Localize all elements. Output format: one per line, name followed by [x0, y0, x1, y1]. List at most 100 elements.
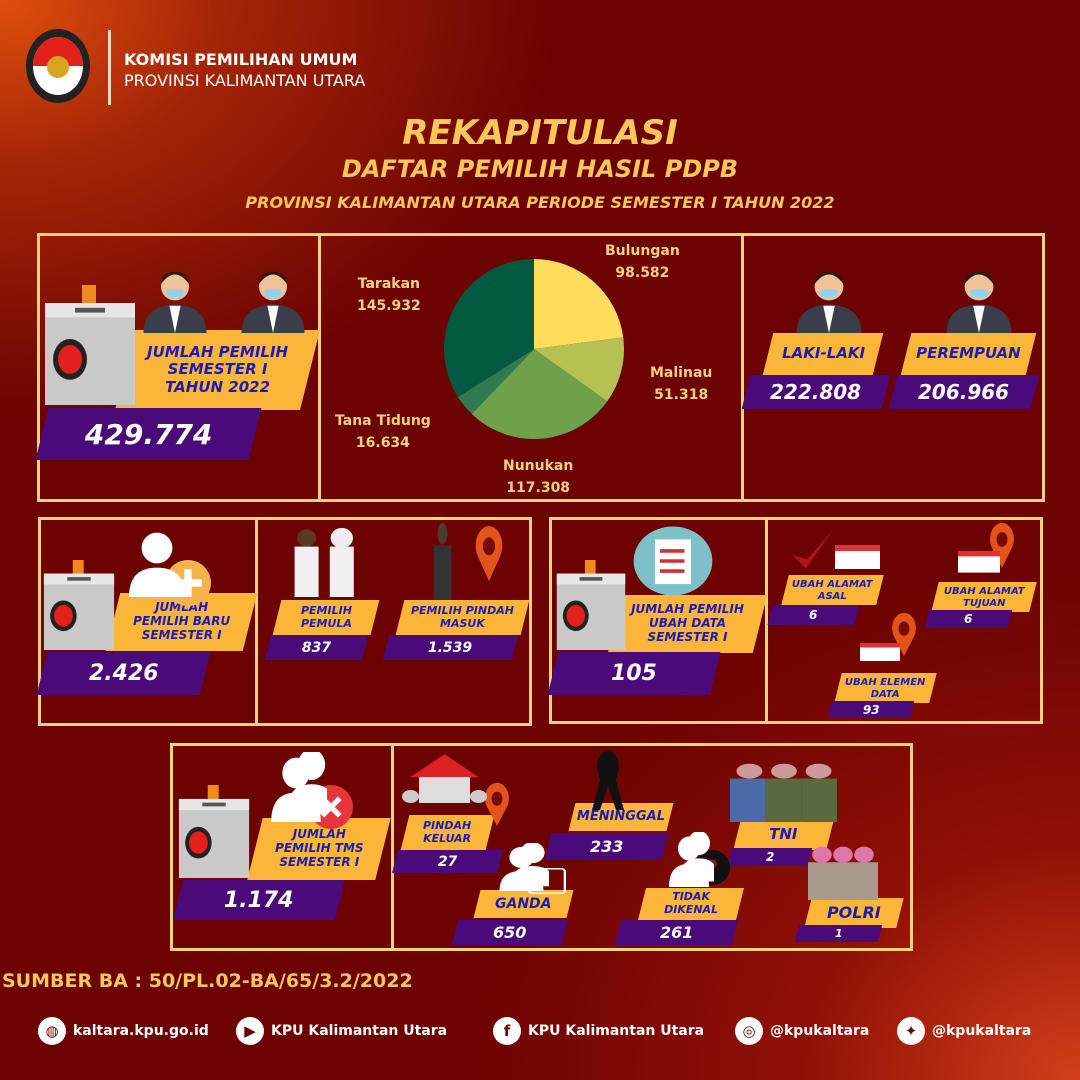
ballot-box-icon: [40, 285, 140, 405]
polri-label-text: POLRI: [827, 902, 881, 922]
footer-link-text: @kpukaltara: [932, 1023, 1032, 1039]
footer-link[interactable]: f KPU Kalimantan Utara: [493, 1017, 704, 1045]
beginner-label-text: PEMILIH PEMULA: [300, 603, 352, 630]
pie-label-malinau: Malinau 51.318: [650, 365, 713, 403]
divider: [391, 743, 394, 951]
deceased-value-text: 233: [589, 837, 624, 856]
male-value-text: 222.808: [770, 380, 862, 404]
org-name-line1: KOMISI PEMILIHAN UMUM: [124, 50, 358, 69]
move-in-label-text: PEMILIH PINDAH MASUK: [411, 603, 514, 630]
total-value-text: 429.774: [84, 417, 213, 451]
location-pin-icon: [985, 522, 1019, 568]
total-label: JUMLAH PEMILIH SEMESTER I TAHUN 2022: [115, 330, 320, 410]
org-name-line2: PROVINSI KALIMANTAN UTARA: [124, 71, 366, 90]
woman-icon: [238, 265, 308, 333]
female-value-text: 206.966: [918, 380, 1010, 404]
pie-slice-tana-tidung: [457, 349, 534, 414]
ballot-box-icon: [175, 785, 253, 878]
total-label-text: JUMLAH PEMILIH SEMESTER I TAHUN 2022: [146, 343, 289, 396]
tni-value-text: 2: [765, 850, 775, 864]
unknown-value-text: 261: [659, 923, 694, 942]
changed-data-panel: [549, 517, 1043, 724]
pie-label-bulungan: Bulungan 98.582: [605, 243, 680, 281]
female-label-text: PEREMPUAN: [916, 344, 1021, 363]
tni-value: 2: [727, 848, 813, 866]
tms-panel: [170, 743, 913, 951]
addr-dest-value: 6: [924, 610, 1013, 628]
checkmark-icon: [790, 528, 835, 573]
police-icon: [808, 842, 878, 900]
unknown-value: 261: [614, 920, 739, 945]
changed-value-text: 105: [611, 661, 657, 686]
double-value: 650: [451, 920, 569, 945]
source-note: SUMBER BA : 50/PL.02-BA/65/3.2/2022: [2, 970, 413, 992]
users-icon: [265, 749, 337, 822]
pie-label-tarakan: Tarakan 145.932: [357, 276, 421, 314]
female-label: PEREMPUAN: [900, 333, 1037, 375]
voter-card-icon: [860, 643, 900, 673]
page-title: REKAPITULASI: [402, 113, 678, 153]
man-icon: [140, 265, 210, 333]
man-icon: [793, 265, 865, 333]
divider: [765, 517, 768, 724]
beginner-value-text: 837: [301, 639, 332, 656]
deceased-label-text: MENINGGAL: [576, 808, 666, 824]
footer-link-text: KPU Kalimantan Utara: [271, 1023, 448, 1039]
male-value: 222.808: [741, 375, 891, 409]
summary-panel: [37, 233, 1045, 502]
deceased-value: 233: [544, 833, 669, 860]
voter-card-icon: [835, 545, 880, 585]
pie-slice-bulungan: [534, 259, 624, 349]
voter-card-icon: [958, 551, 1000, 587]
footer-link[interactable]: ◍ kaltara.kpu.go.id: [38, 1017, 209, 1045]
page-subtitle: DAFTAR PEMILIH HASIL PDPB: [341, 155, 739, 183]
users-icon: [494, 842, 555, 891]
globe-icon: ◍: [38, 1017, 66, 1045]
addr-dest-value-text: 6: [964, 612, 973, 626]
move-out-label-text: PINDAH KELUAR: [423, 818, 472, 845]
beginner-label: PEMILIH PEMULA: [272, 600, 380, 635]
tni-label-text: TNI: [769, 825, 798, 844]
male-label: LAKI-LAKI: [762, 333, 884, 375]
footer-link-text: kaltara.kpu.go.id: [73, 1023, 209, 1039]
female-value: 206.966: [888, 375, 1040, 409]
double-label-text: GANDA: [495, 895, 552, 912]
location-pin-icon: [480, 782, 514, 826]
youtube-icon: ▶: [236, 1017, 264, 1045]
footer-link[interactable]: ◎ @kpukaltara: [735, 1017, 869, 1045]
students-icon: [285, 525, 365, 597]
users-icon: [664, 830, 719, 887]
pie-label-nunukan: Nunukan 117.308: [503, 458, 574, 496]
beginner-value: 837: [264, 635, 369, 660]
tms-value-text: 1.174: [224, 887, 294, 913]
double-value-text: 650: [493, 923, 527, 942]
male-label-text: LAKI-LAKI: [781, 344, 865, 363]
divider: [318, 233, 321, 502]
double-label: GANDA: [473, 890, 574, 918]
new-voter-panel: [38, 517, 532, 726]
instagram-icon: ◎: [735, 1017, 763, 1045]
element-value-text: 93: [862, 702, 880, 717]
black-ribbon-icon: [588, 750, 628, 810]
pie-slice-tarakan: [444, 259, 534, 398]
pie-label-tana-tidung: Tana Tidung 16.634: [335, 413, 431, 451]
woman-icon: [943, 265, 1015, 333]
addr-origin-value-text: 6: [809, 608, 818, 622]
new-value-text: 2.426: [88, 661, 159, 686]
move-in-value: 1.539: [382, 635, 519, 660]
moving-house-icon: [402, 751, 487, 816]
new-value: 2.426: [36, 652, 211, 695]
footer-link[interactable]: ✦ @kpukaltara: [897, 1017, 1031, 1045]
footer-link[interactable]: ▶ KPU Kalimantan Utara: [236, 1017, 447, 1045]
move-out-value-text: 27: [437, 853, 458, 870]
changed-label-text: JUMLAH PEMILIH UBAH DATA SEMESTER I: [631, 602, 744, 644]
kpu-logo: [24, 27, 92, 105]
header-divider: [108, 30, 111, 105]
pie-slice-nunukan: [471, 349, 608, 439]
divider: [741, 233, 744, 502]
move-in-value-text: 1.539: [428, 639, 473, 656]
new-label-text: JUMLAH PEMILIH BARU SEMESTER I: [132, 600, 231, 642]
divider: [255, 517, 258, 726]
polri-value: 1: [794, 925, 883, 942]
facebook-icon: f: [493, 1017, 521, 1045]
